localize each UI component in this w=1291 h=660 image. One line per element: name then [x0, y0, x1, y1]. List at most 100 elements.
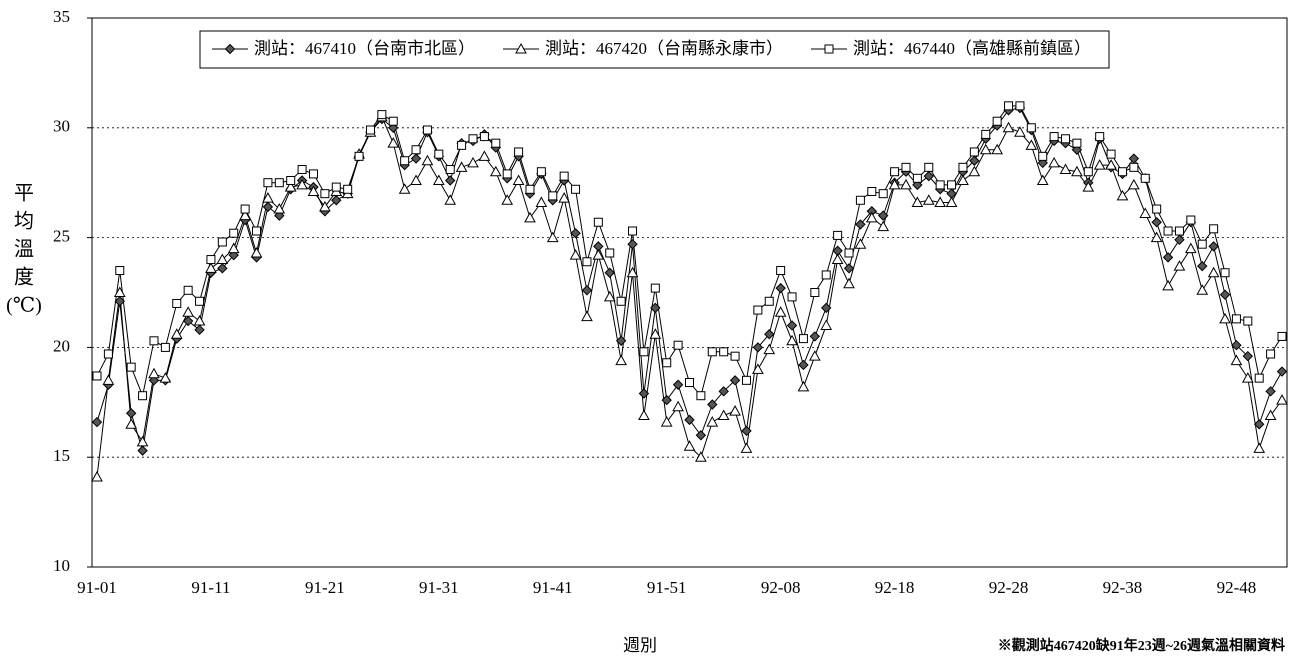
marker	[603, 290, 616, 302]
y-tick-label: 35	[53, 7, 70, 26]
marker	[308, 169, 318, 179]
marker	[707, 347, 717, 357]
marker	[764, 329, 775, 340]
marker	[136, 435, 149, 447]
marker	[172, 298, 182, 308]
marker	[570, 228, 581, 239]
marker	[422, 125, 432, 135]
marker	[377, 110, 387, 120]
marker	[890, 167, 900, 177]
marker	[1071, 165, 1083, 177]
marker	[833, 230, 843, 240]
marker	[160, 342, 170, 352]
marker	[639, 347, 649, 357]
marker	[718, 386, 729, 397]
marker	[559, 171, 569, 181]
x-tick-label: 92-18	[875, 578, 915, 597]
marker	[1230, 354, 1243, 366]
x-axis-label: 週別	[623, 636, 657, 655]
marker	[1014, 126, 1026, 137]
marker	[824, 44, 834, 54]
marker	[398, 183, 411, 194]
marker	[1207, 266, 1220, 278]
marker	[1139, 207, 1152, 218]
marker	[558, 192, 571, 203]
marker	[410, 153, 422, 164]
marker	[1117, 167, 1127, 177]
marker	[604, 267, 615, 278]
marker	[240, 204, 250, 214]
marker	[683, 440, 696, 451]
marker	[1004, 101, 1014, 111]
marker	[1231, 339, 1242, 351]
marker	[650, 283, 660, 293]
marker	[695, 451, 707, 462]
marker	[1197, 239, 1207, 249]
marker	[320, 189, 330, 199]
marker	[627, 238, 638, 250]
marker	[501, 194, 514, 205]
marker	[138, 391, 148, 401]
marker	[684, 414, 695, 426]
marker	[1116, 189, 1129, 201]
y-axis-label: 度	[14, 266, 34, 289]
marker	[296, 178, 308, 190]
x-tick-label: 91-41	[533, 578, 573, 597]
marker	[170, 328, 183, 339]
marker	[638, 409, 650, 420]
marker	[752, 342, 764, 353]
marker	[628, 226, 638, 236]
marker	[1220, 268, 1230, 278]
x-tick-label: 91-51	[647, 578, 687, 597]
marker	[1196, 284, 1209, 295]
marker	[581, 285, 593, 296]
marker	[262, 192, 274, 203]
marker	[1140, 173, 1150, 183]
y-tick-label: 10	[53, 556, 70, 575]
marker	[525, 184, 535, 194]
marker	[1038, 151, 1048, 161]
marker	[922, 194, 935, 205]
marker	[912, 173, 922, 183]
marker	[1105, 159, 1117, 170]
marker	[764, 296, 774, 306]
marker	[685, 378, 694, 388]
marker	[331, 195, 342, 206]
y-axis-label: (℃)	[6, 295, 42, 317]
marker	[855, 195, 865, 205]
x-tick-label: 92-08	[761, 578, 801, 597]
note: ※觀測站467420缺91年23週~26週氣溫相關資料	[998, 637, 1285, 654]
marker	[593, 217, 603, 227]
marker	[958, 162, 968, 172]
marker	[947, 180, 957, 190]
y-axis-label: 均	[14, 210, 34, 233]
marker	[478, 150, 491, 161]
marker	[102, 374, 115, 385]
marker	[888, 178, 901, 190]
marker	[1152, 204, 1162, 214]
marker	[400, 156, 410, 166]
marker	[1231, 314, 1241, 324]
marker	[489, 165, 502, 177]
marker	[206, 255, 216, 265]
marker	[1219, 289, 1231, 300]
marker	[843, 277, 855, 289]
marker	[809, 331, 821, 342]
marker	[331, 182, 341, 192]
y-tick-label: 30	[53, 117, 70, 136]
marker	[979, 143, 992, 155]
y-tick-label: 15	[53, 446, 70, 465]
marker	[216, 253, 229, 265]
marker	[935, 180, 945, 190]
legend: 測站：467410（台南市北區） 測站：467420（台南縣永康市） 測站：4674…	[199, 30, 1110, 69]
marker	[1128, 153, 1140, 164]
marker	[445, 165, 455, 175]
marker	[1015, 101, 1025, 111]
marker	[672, 379, 684, 390]
marker	[741, 375, 751, 385]
marker	[592, 249, 605, 260]
marker	[855, 219, 866, 230]
marker	[968, 165, 981, 177]
marker	[1174, 234, 1185, 246]
